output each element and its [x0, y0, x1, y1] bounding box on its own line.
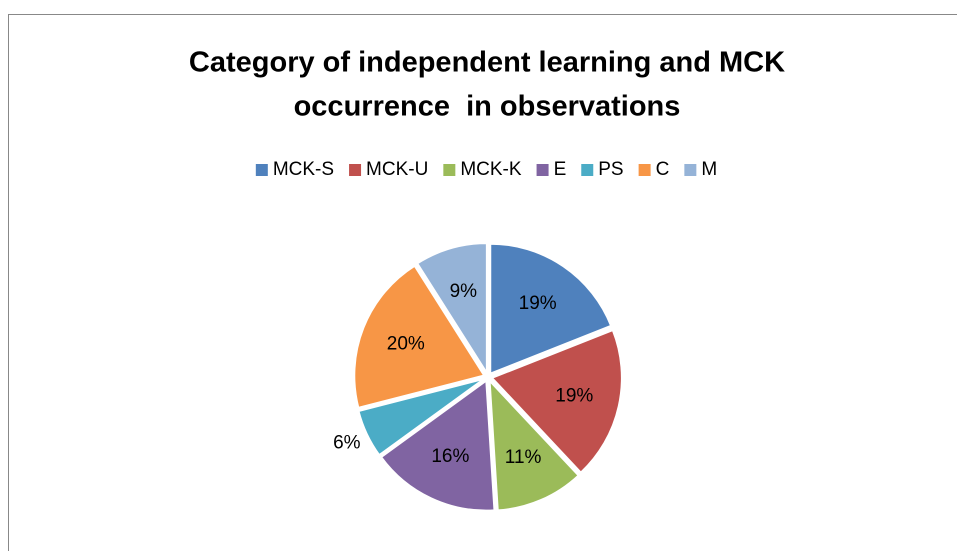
- legend-swatch: [443, 164, 456, 176]
- pie-slice: [357, 377, 485, 457]
- legend-swatch: [684, 164, 697, 176]
- legend-swatch: [581, 164, 594, 176]
- legend-label: E: [554, 159, 567, 180]
- data-label: 6%: [333, 432, 361, 453]
- legend-label: MCK-K: [460, 159, 522, 180]
- data-label: 20%: [387, 333, 425, 354]
- legend-label: M: [701, 159, 717, 180]
- legend-swatch: [536, 164, 549, 176]
- pie-slice: [415, 242, 488, 377]
- pie-slice: [490, 328, 623, 475]
- legend-label: PS: [598, 159, 623, 180]
- data-label: 11%: [505, 447, 542, 468]
- legend-label: C: [656, 159, 670, 180]
- chart-title: occurrence in observations: [294, 91, 681, 123]
- legend-label: MCK-S: [273, 159, 334, 180]
- data-label: 9%: [450, 281, 478, 302]
- data-label: 16%: [431, 446, 469, 467]
- data-label: 19%: [555, 385, 593, 406]
- legend-swatch: [349, 164, 362, 176]
- pie-slice: [379, 378, 496, 512]
- legend-label: MCK-U: [366, 159, 428, 180]
- data-label: 19%: [519, 293, 557, 314]
- pie-slice: [489, 242, 613, 376]
- chart-title: Category of independent learning and MCK: [189, 47, 785, 79]
- pie-slice: [353, 264, 486, 410]
- pie-slice: [488, 377, 580, 512]
- legend-swatch: [638, 164, 651, 176]
- legend-swatch: [255, 164, 268, 176]
